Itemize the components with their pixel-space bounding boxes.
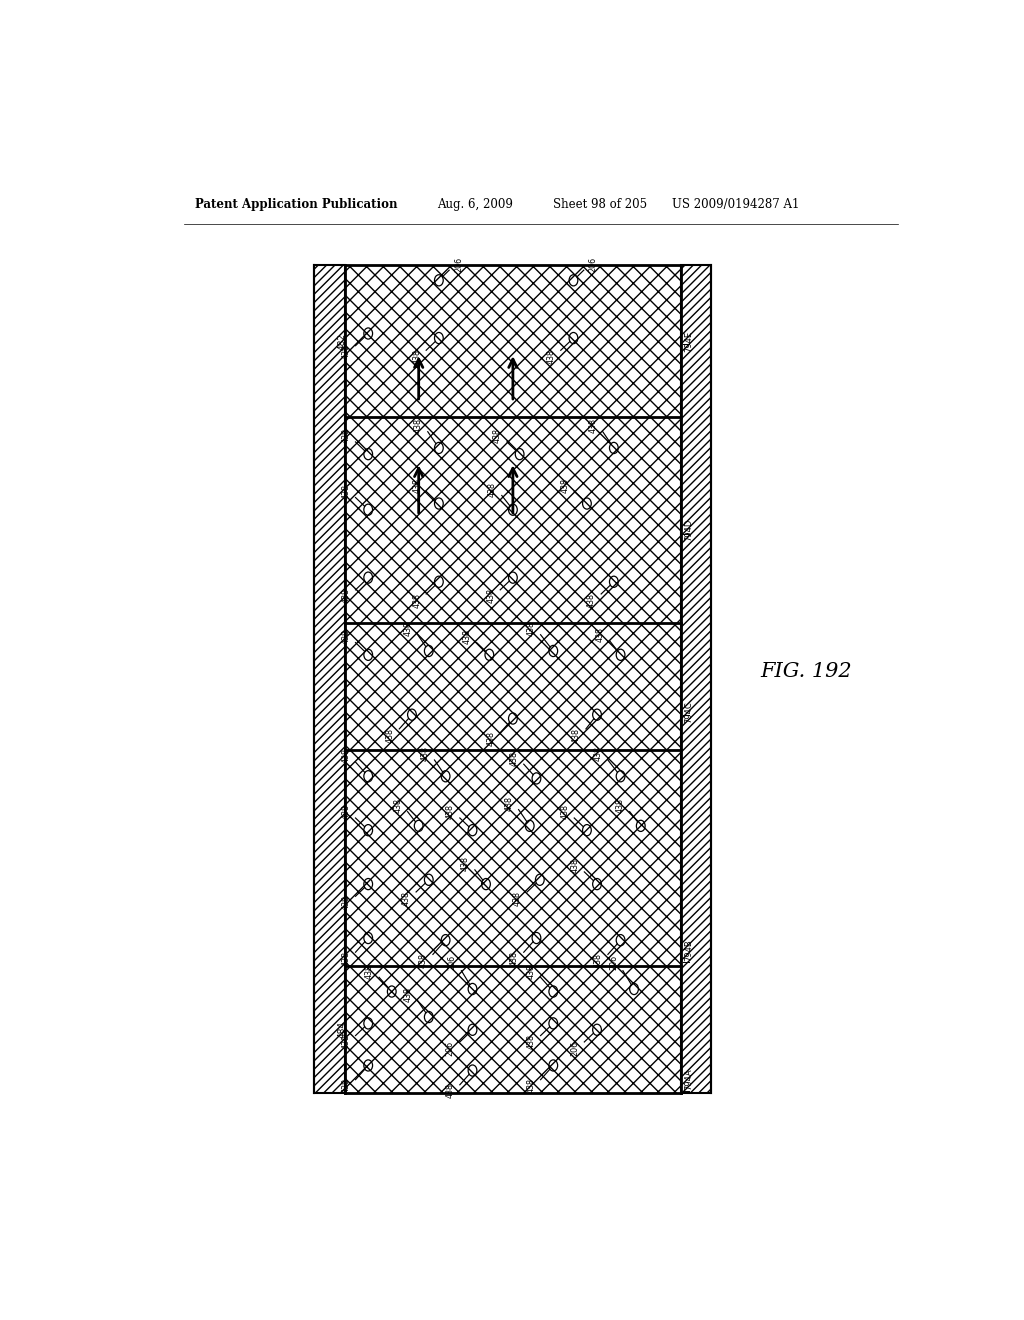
Text: 438: 438 [412,348,421,364]
Text: 438: 438 [341,748,350,763]
Bar [345,750,681,966]
Text: 438: 438 [341,1078,350,1093]
Text: 206: 206 [570,1040,580,1056]
Text: 438: 438 [526,622,536,636]
Text: 438: 438 [412,593,421,607]
Text: FIG. 192: FIG. 192 [761,663,852,681]
Text: 484: 484 [338,1022,347,1039]
Text: 438: 438 [505,796,514,810]
Bar [345,623,681,750]
Text: 438: 438 [526,1078,536,1093]
Text: 482: 482 [338,333,347,350]
Text: 794C: 794C [684,701,693,723]
Text: 438: 438 [570,858,580,874]
Text: 438: 438 [594,953,603,968]
Text: 438: 438 [402,891,411,906]
Text: 206: 206 [445,1040,455,1056]
Text: 438: 438 [594,746,603,762]
Text: 794E: 794E [684,330,693,351]
Text: Sheet 98 of 205: Sheet 98 of 205 [553,198,647,211]
Bar [345,417,681,623]
Text: 438: 438 [510,950,519,966]
Text: 206: 206 [455,256,463,272]
Text: 438: 438 [403,987,413,1002]
Text: 438: 438 [486,589,496,603]
Text: 438: 438 [463,630,472,644]
Text: 794D: 794D [684,519,693,541]
Text: 438: 438 [560,804,569,820]
Text: 438: 438 [419,953,428,968]
Text: 438: 438 [486,731,496,746]
Text: 438: 438 [341,589,350,603]
Text: 438: 438 [341,484,350,499]
Text: 206: 206 [609,954,617,970]
Text: 438: 438 [595,627,604,642]
Text: 438: 438 [385,727,394,743]
Text: 438: 438 [341,950,350,966]
Text: 438: 438 [526,1034,536,1049]
Text: 794A: 794A [684,1069,693,1090]
Text: 438: 438 [560,478,569,492]
Text: 438: 438 [513,891,522,906]
Text: 438: 438 [341,630,350,644]
Bar [314,265,345,1093]
Text: 438: 438 [571,727,581,743]
Text: Aug. 6, 2009: Aug. 6, 2009 [437,198,513,211]
Text: 438: 438 [341,804,350,820]
Text: 438: 438 [445,1084,455,1098]
Text: 438: 438 [461,857,470,871]
Text: 438: 438 [341,1034,350,1049]
Text: 438: 438 [587,593,596,607]
Text: 438: 438 [615,799,625,813]
Text: 438: 438 [341,895,350,909]
Text: 438: 438 [365,964,374,978]
Text: 206: 206 [589,256,598,272]
Text: 438: 438 [547,348,556,364]
Text: 438: 438 [393,799,402,813]
Text: 438: 438 [493,428,502,444]
Text: 794B: 794B [684,939,693,961]
Text: 438: 438 [510,751,519,766]
Bar [345,265,681,417]
Text: 438: 438 [526,964,536,978]
Text: 438: 438 [403,622,413,636]
Text: Patent Application Publication: Patent Application Publication [196,198,398,211]
Text: US 2009/0194287 A1: US 2009/0194287 A1 [672,198,799,211]
Text: 438: 438 [341,428,350,444]
Bar [345,966,681,1093]
Text: 438: 438 [445,804,455,820]
Text: 438: 438 [487,482,497,496]
Bar [681,265,712,1093]
Text: 438: 438 [414,418,423,433]
Text: 438: 438 [412,478,421,492]
Text: 438: 438 [341,345,350,359]
Text: 206: 206 [447,954,457,970]
Text: 438: 438 [421,746,429,762]
Text: 438: 438 [589,418,598,433]
